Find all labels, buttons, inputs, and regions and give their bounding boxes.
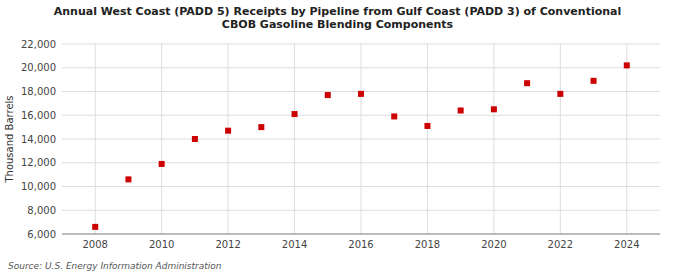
point: [192, 136, 198, 142]
y-tick-label: 18,000: [21, 86, 56, 97]
x-grid-line: [294, 44, 295, 234]
y-axis-label: Thousand Barrels: [4, 95, 15, 183]
x-grid-line: [161, 44, 162, 234]
point: [424, 123, 430, 129]
point: [524, 80, 530, 86]
y-tick-label: 22,000: [21, 39, 56, 50]
x-tick-label: 2018: [415, 239, 440, 250]
x-tick-label: 2016: [348, 239, 373, 250]
point: [557, 91, 563, 97]
x-grid-line: [493, 44, 494, 234]
chart: Annual West Coast (PADD 5) Receipts by P…: [0, 0, 675, 275]
point: [624, 62, 630, 68]
title: Annual West Coast (PADD 5) Receipts by P…: [54, 5, 622, 31]
title-line: CBOB Gasoline Blending Components: [222, 18, 454, 31]
y-tick-label: 6,000: [27, 229, 56, 240]
point: [92, 224, 98, 230]
point: [458, 108, 464, 114]
y-grid-line: [62, 234, 660, 235]
points: [92, 62, 630, 230]
x-tick-label: 2010: [149, 239, 174, 250]
point: [225, 128, 231, 134]
y-tick-label: 10,000: [21, 181, 56, 192]
title-line: Annual West Coast (PADD 5) Receipts by P…: [54, 5, 622, 18]
point: [325, 92, 331, 98]
x-grid-line: [626, 44, 627, 234]
y-tick-label: 8,000: [27, 205, 56, 216]
x-grid-line: [228, 44, 229, 234]
x-tick-label: 2024: [614, 239, 639, 250]
x-tick-label: 2020: [481, 239, 506, 250]
point: [125, 176, 131, 182]
x-tick-label: 2012: [215, 239, 240, 250]
point: [591, 78, 597, 84]
x-grid-line: [95, 44, 96, 234]
y-tick-label: 12,000: [21, 157, 56, 168]
point: [292, 111, 298, 117]
point: [258, 124, 264, 130]
point: [159, 161, 165, 167]
x-grid-line: [560, 44, 561, 234]
y-tick-label: 16,000: [21, 110, 56, 121]
point: [358, 91, 364, 97]
y-tick-label: 20,000: [21, 62, 56, 73]
x-tick-label: 2014: [282, 239, 307, 250]
source-note: Source: U.S. Energy Information Administ…: [8, 261, 222, 271]
x-grid-line: [427, 44, 428, 234]
x-tick-label: 2022: [548, 239, 573, 250]
y-tick-label: 14,000: [21, 134, 56, 145]
grid: [62, 44, 660, 234]
x-axis-line: [62, 234, 660, 235]
point: [391, 113, 397, 119]
point: [491, 106, 497, 112]
x-grid-line: [361, 44, 362, 234]
x-tick-label: 2008: [82, 239, 107, 250]
